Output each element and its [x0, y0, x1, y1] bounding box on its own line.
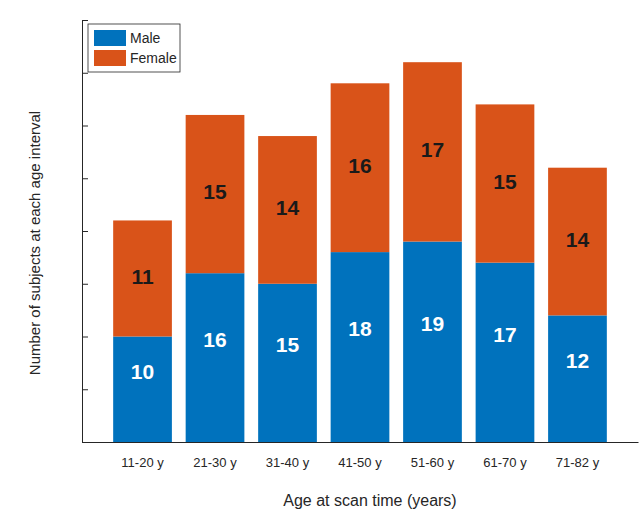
data-label: 11 — [131, 265, 154, 288]
bar-segment — [403, 62, 462, 241]
legend-box — [88, 24, 180, 72]
y-tick — [82, 389, 88, 390]
y-tick-mark — [82, 442, 88, 443]
x-tick-label: 31-40 y — [266, 455, 310, 470]
data-label: 16 — [203, 328, 226, 351]
legend-label: Female — [130, 50, 177, 66]
bar-segment — [258, 136, 317, 284]
y-tick — [82, 126, 88, 127]
data-label: 15 — [493, 170, 517, 193]
y-axis — [82, 21, 88, 443]
x-axis: 11-20 y 21-30 y 31-40 y 41-50 y 51-60 y 61-70… — [83, 442, 639, 470]
bar-segment — [113, 220, 172, 336]
x-tick-label: 61-70 y — [483, 455, 527, 470]
y-tick-mark — [82, 231, 88, 232]
legend: Male Female — [88, 24, 180, 72]
bar-segment — [476, 104, 535, 262]
bar-segment — [113, 337, 172, 443]
y-tick-mark — [82, 389, 88, 390]
bar-segment — [548, 168, 607, 316]
bar-segment — [258, 284, 317, 442]
bar-segment — [331, 252, 390, 442]
y-tick-mark — [82, 284, 88, 285]
bar-segment — [186, 273, 245, 442]
bar-segment — [331, 83, 390, 252]
x-tick: 61-70 y — [483, 442, 527, 470]
y-tick-mark — [82, 337, 88, 338]
chart: 10 16 15 18 19 17 12 11 15 14 16 17 15 14 11-20 y 21-30… — [0, 0, 640, 519]
y-tick-mark — [82, 178, 88, 179]
y-tick — [82, 178, 88, 179]
bar-segment — [548, 315, 607, 442]
data-labels: 10 16 15 18 19 17 12 11 15 14 16 17 15 14 — [131, 138, 590, 382]
data-label: 19 — [421, 312, 444, 335]
bars — [113, 62, 607, 442]
x-axis-line — [83, 442, 639, 443]
y-tick — [82, 73, 88, 74]
data-label: 17 — [493, 323, 516, 346]
x-tick-label: 21-30 y — [193, 455, 237, 470]
data-label: 15 — [276, 333, 300, 356]
data-label: 10 — [131, 360, 154, 383]
y-tick — [82, 442, 88, 443]
data-label: 12 — [566, 349, 589, 372]
y-tick-mark — [82, 126, 88, 127]
bar-segment — [403, 242, 462, 442]
y-tick-mark — [82, 20, 88, 21]
y-tick — [82, 337, 88, 338]
data-label: 18 — [348, 317, 372, 340]
data-label: 14 — [276, 196, 300, 219]
x-tick: 71-82 y — [556, 442, 600, 470]
x-tick: 51-60 y — [411, 442, 455, 470]
data-label: 17 — [421, 138, 444, 161]
x-tick-label: 11-20 y — [121, 455, 164, 470]
x-axis-title: Age at scan time (years) — [283, 492, 456, 509]
y-tick — [82, 284, 88, 285]
data-label: 14 — [566, 228, 590, 251]
legend-label: Male — [130, 30, 161, 46]
legend-swatch — [94, 30, 126, 46]
y-tick — [82, 20, 88, 21]
y-tick-mark — [82, 73, 88, 74]
y-tick — [82, 231, 88, 232]
x-tick-label: 41-50 y — [338, 455, 382, 470]
x-tick-label: 51-60 y — [411, 455, 455, 470]
data-label: 15 — [203, 180, 227, 203]
x-tick: 11-20 y — [121, 442, 164, 470]
x-tick: 41-50 y — [338, 442, 382, 470]
y-axis-title: Number of subjects at each age interval — [26, 111, 43, 375]
x-tick: 21-30 y — [193, 442, 237, 470]
x-tick-label: 71-82 y — [556, 455, 600, 470]
bar-segment — [186, 115, 245, 273]
legend-swatch — [94, 50, 126, 66]
bar-segment — [476, 263, 535, 442]
data-label: 16 — [348, 154, 371, 177]
x-tick: 31-40 y — [266, 442, 310, 470]
